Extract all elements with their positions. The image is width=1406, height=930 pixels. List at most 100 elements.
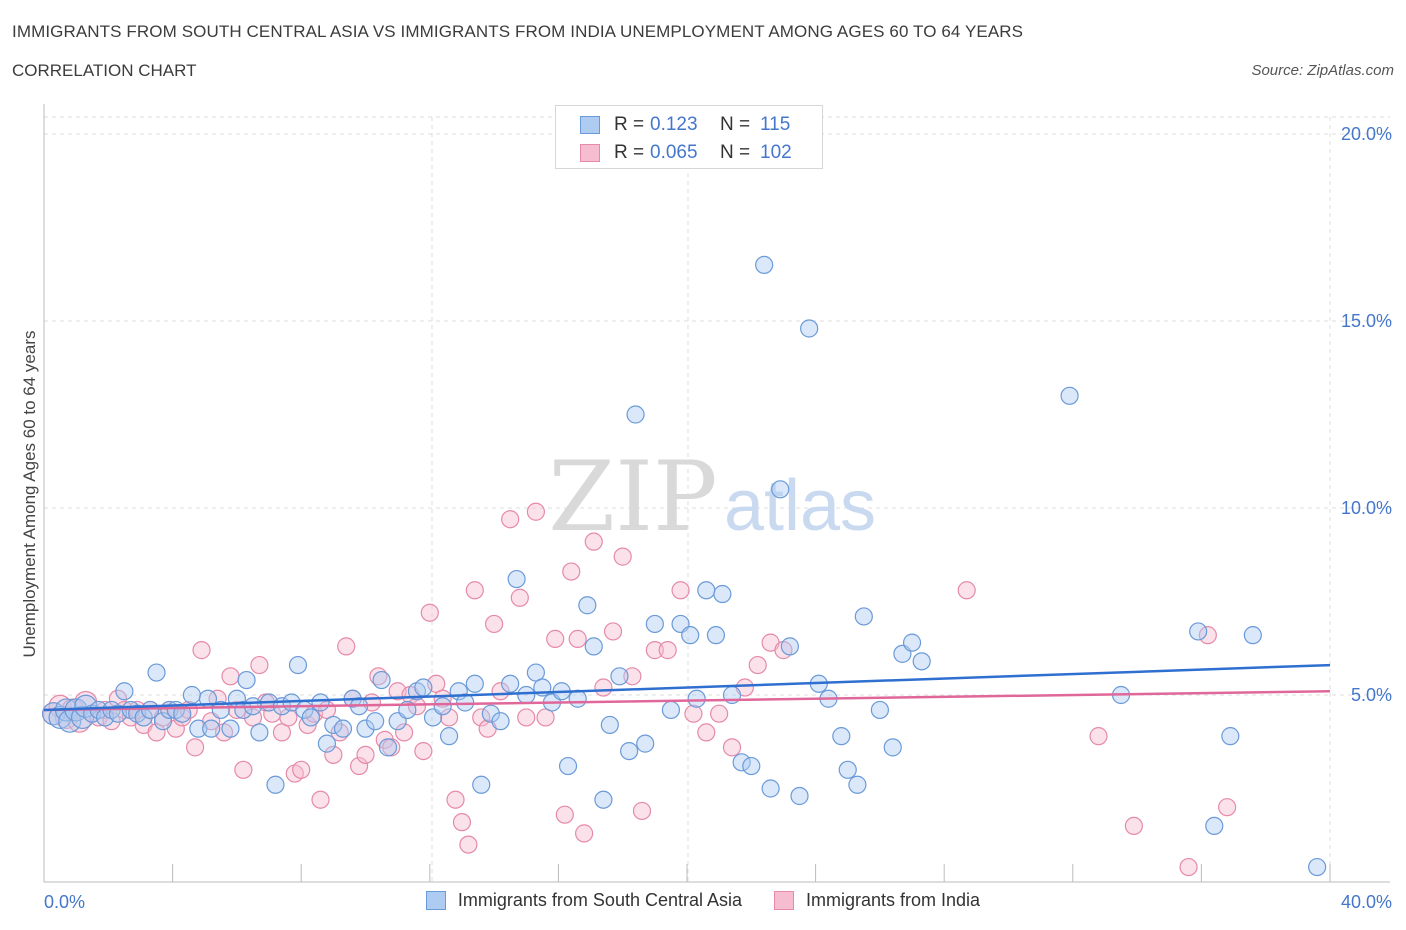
south-central-asia-point bbox=[182, 685, 201, 705]
india-point bbox=[1124, 816, 1143, 836]
series-south-central-asia-points bbox=[42, 255, 1327, 877]
legend-n-label: N = bbox=[720, 142, 751, 163]
south-central-asia-point bbox=[414, 678, 433, 697]
south-central-asia-point bbox=[221, 719, 240, 738]
south-central-asia-point bbox=[491, 712, 510, 731]
y-tick-label: 20.0% bbox=[1341, 124, 1392, 144]
south-central-asia-point bbox=[661, 700, 681, 720]
india-point bbox=[671, 581, 690, 600]
south-central-asia-point bbox=[832, 727, 851, 746]
south-central-asia-point bbox=[687, 689, 706, 708]
y-tick-label: 15.0% bbox=[1341, 311, 1392, 331]
south-central-asia-point bbox=[317, 734, 337, 753]
india-point bbox=[349, 756, 369, 776]
south-central-asia-point bbox=[378, 738, 398, 757]
india-point bbox=[414, 741, 433, 761]
india-point bbox=[420, 603, 439, 622]
south-central-asia-point bbox=[372, 670, 391, 690]
legend-n-label: N = bbox=[720, 114, 751, 135]
south-central-asia-point bbox=[115, 682, 134, 701]
south-central-asia-point bbox=[1205, 816, 1224, 836]
india-point bbox=[501, 510, 520, 529]
south-central-asia-point bbox=[800, 319, 819, 338]
legend-r-label: R = bbox=[614, 142, 645, 163]
india-point bbox=[603, 622, 623, 641]
india-point bbox=[465, 581, 484, 600]
india-point bbox=[1198, 626, 1217, 645]
south-central-asia-point bbox=[610, 667, 629, 686]
south-central-asia-point bbox=[742, 756, 761, 776]
south-central-asia-point bbox=[681, 626, 700, 645]
south-central-asia-point bbox=[333, 719, 353, 738]
india-point bbox=[472, 708, 491, 727]
chart-subtitle: CORRELATION CHART bbox=[12, 61, 197, 80]
legend-row-south-central-asia: R = 0.123 N = 115 bbox=[580, 114, 790, 136]
south-central-asia-point bbox=[1189, 622, 1208, 641]
india-point bbox=[710, 704, 729, 723]
india-point bbox=[645, 641, 664, 660]
india-point bbox=[722, 738, 742, 757]
legend-item-south-central-asia[interactable]: Immigrants from South Central Asia bbox=[425, 890, 743, 911]
india-point bbox=[684, 704, 703, 723]
south-central-asia-point bbox=[481, 704, 500, 723]
india-point bbox=[748, 655, 767, 675]
south-central-asia-point bbox=[771, 480, 790, 499]
india-point bbox=[697, 723, 716, 742]
india-point bbox=[555, 805, 574, 824]
south-central-asia-point bbox=[584, 637, 603, 656]
india-point bbox=[536, 708, 555, 727]
south-central-asia-point bbox=[439, 727, 459, 746]
south-central-asia-point bbox=[697, 581, 716, 600]
india-point bbox=[485, 614, 504, 634]
axes bbox=[43, 104, 1390, 883]
legend-r-value: 0.065 bbox=[650, 142, 698, 163]
india-point bbox=[54, 705, 79, 730]
legend-label-india: Immigrants from India bbox=[806, 890, 981, 910]
south-central-asia-point bbox=[1060, 386, 1079, 405]
tick-labels: 5.0% 10.0% 15.0% 20.0% 0.0% 40.0% bbox=[44, 124, 1392, 912]
india-point bbox=[446, 790, 465, 809]
south-central-asia-point bbox=[713, 584, 732, 604]
south-central-asia-point bbox=[1221, 727, 1240, 746]
india-point bbox=[192, 641, 211, 660]
india-point bbox=[459, 835, 478, 854]
legend-item-india[interactable]: Immigrants from India bbox=[774, 890, 980, 911]
india-point bbox=[957, 581, 976, 600]
south-central-asia-point bbox=[838, 760, 857, 779]
india-point bbox=[510, 588, 529, 607]
india-point bbox=[324, 745, 343, 764]
south-central-asia-point bbox=[645, 614, 664, 634]
south-central-asia-point bbox=[234, 700, 253, 720]
legend-r-value: 0.123 bbox=[650, 114, 698, 135]
india-point bbox=[546, 629, 565, 649]
india-point bbox=[658, 641, 677, 660]
watermark: ZIP atlas bbox=[548, 441, 876, 553]
south-central-asia-point bbox=[237, 670, 256, 690]
south-central-asia-point bbox=[761, 779, 780, 798]
watermark-zip: ZIP bbox=[548, 441, 717, 553]
south-central-asia-point bbox=[465, 674, 484, 693]
south-central-asia-point bbox=[356, 719, 375, 738]
south-central-asia-point bbox=[189, 719, 208, 738]
south-central-asia-point bbox=[912, 652, 931, 671]
india-point bbox=[594, 678, 613, 697]
south-central-asia-point bbox=[324, 715, 343, 735]
india-point bbox=[250, 655, 269, 675]
legend-swatch-blue bbox=[580, 116, 600, 134]
south-central-asia-point bbox=[211, 700, 230, 720]
south-central-asia-point bbox=[507, 569, 526, 589]
south-central-asia-point bbox=[578, 596, 597, 615]
south-central-asia-point bbox=[848, 775, 867, 794]
south-central-asia-point bbox=[883, 738, 902, 757]
south-central-asia-point bbox=[600, 715, 619, 735]
y-axis-label: Unemployment Among Ages 60 to 64 years bbox=[20, 330, 39, 658]
south-central-asia-point bbox=[266, 775, 285, 794]
india-point bbox=[632, 801, 652, 821]
south-central-asia-point bbox=[311, 693, 330, 712]
south-central-asia-point bbox=[1243, 626, 1262, 645]
south-central-asia-point bbox=[790, 786, 809, 806]
india-point bbox=[526, 502, 545, 521]
india-point bbox=[623, 667, 642, 686]
legend-r-label: R = bbox=[614, 114, 645, 135]
legend-label-south-central-asia: Immigrants from South Central Asia bbox=[457, 890, 743, 910]
